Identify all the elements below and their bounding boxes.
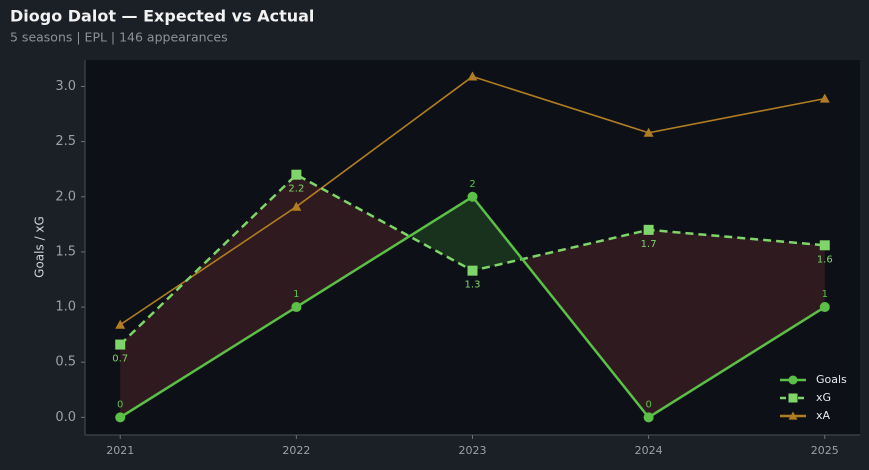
y-tick-label: 2.5 [55,134,76,149]
data-label: 1.3 [465,280,481,291]
fill-between [522,229,649,418]
marker [467,265,478,276]
data-label: 2.2 [288,184,304,195]
y-tick-label: 0.5 [55,355,76,370]
marker [467,191,478,202]
x-tick-label: 2021 [106,444,134,457]
x-tick-label: 2022 [282,444,310,457]
marker [115,319,126,329]
y-tick-label: 1.5 [55,244,76,259]
data-label: 0 [117,399,123,410]
marker [819,240,830,251]
marker [291,302,302,313]
fill-between [296,174,410,308]
marker [788,411,798,420]
marker [643,224,654,235]
plot-area [85,60,860,435]
y-tick-label: 2.0 [55,189,76,204]
x-tick-label: 2025 [811,444,839,457]
y-tick-label: 3.0 [55,79,76,94]
legend-label: xG [816,391,831,404]
marker [788,375,798,385]
chart-subtitle: 5 seasons | EPL | 146 appearances [10,30,228,45]
data-label: 2 [469,179,475,190]
y-tick-label: 0.0 [55,410,76,425]
data-label: 1.7 [641,239,657,250]
marker [291,201,302,211]
y-axis-label: Goals / xG [33,216,47,278]
data-label: 1 [293,289,299,300]
x-tick-label: 2023 [459,444,487,457]
fill-between [409,196,473,271]
marker [115,339,126,350]
marker [819,93,830,103]
data-label: 0.7 [112,354,128,365]
fill-between [472,196,523,271]
data-label: 1 [822,289,828,300]
marker [115,412,126,423]
marker [788,393,798,403]
data-label: 1.6 [817,254,833,265]
x-tick-label: 2024 [635,444,663,457]
legend-label: Goals [816,373,847,386]
fill-between [648,229,825,418]
y-tick-label: 1.0 [55,300,76,315]
legend-label: xA [816,409,831,422]
marker [643,412,654,423]
marker [467,71,478,81]
marker [643,127,654,137]
data-label: 0 [645,399,651,410]
marker [291,169,302,180]
chart-title: Diogo Dalot — Expected vs Actual [10,7,314,26]
marker [819,302,830,313]
